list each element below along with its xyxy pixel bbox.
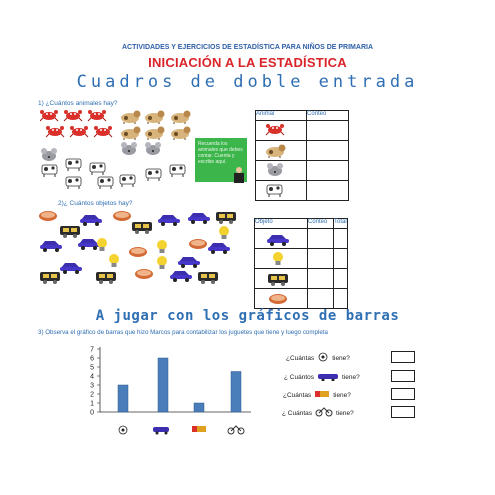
answer-box-4[interactable] (391, 406, 415, 418)
q2-total-train[interactable] (333, 268, 348, 289)
answer-box-2[interactable] (391, 370, 415, 382)
question-1: ¿Cuántas tiene? (286, 352, 350, 364)
q2-total-car[interactable] (333, 228, 348, 249)
question-pre: ¿ Cuántos (284, 373, 314, 381)
answer-box-3[interactable] (391, 388, 415, 400)
q2-header-conteo: Conteo (307, 218, 334, 229)
question-3: ¿Cuántas tiene? (283, 389, 351, 401)
q2-total-drum[interactable] (333, 288, 348, 309)
y-tick-label: 3 (90, 383, 94, 390)
question-pre: ¿Cuántas (283, 391, 312, 399)
objects-picture (39, 211, 236, 284)
bar-car (157, 357, 169, 413)
bike-icon (315, 407, 333, 419)
y-tick-label: 0 (90, 410, 94, 417)
q1-label: 1) ¿Cuántos animales hay? (38, 100, 118, 107)
car-icon (317, 371, 339, 383)
truck-icon (192, 426, 206, 432)
q2-count-bulb[interactable] (307, 248, 334, 269)
q1-header-conteo: Conteo (306, 110, 349, 121)
y-tick-label: 2 (90, 392, 94, 399)
page-title: INICIACIÓN A LA ESTADÍSTICA (148, 55, 347, 70)
page-subtitle: Cuadros de doble entrada (76, 72, 419, 92)
bike-icon (227, 425, 245, 435)
question-4: ¿ Cuántas tiene? (282, 407, 354, 419)
q2-count-car[interactable] (307, 228, 334, 249)
q2-count-train[interactable] (307, 268, 334, 289)
question-post: tiene? (332, 354, 350, 362)
question-pre: ¿ Cuántas (282, 409, 312, 417)
section-title: A jugar con los gráficos de barras (95, 308, 400, 324)
child-figure (234, 167, 244, 183)
y-tick-label: 1 (90, 401, 94, 408)
q1-count-cow[interactable] (306, 180, 349, 201)
q1-count-mouse[interactable] (306, 160, 349, 181)
question-pre: ¿Cuántas (286, 354, 315, 362)
y-tick-label: 5 (90, 365, 94, 372)
bar-truck (193, 402, 205, 413)
y-tick-label: 7 (90, 347, 94, 354)
q1-header-animal: Animal (255, 110, 307, 121)
question-2: ¿ Cuántos tiene? (284, 371, 360, 383)
bar-chart: 0 1 2 3 4 5 6 7 (90, 347, 251, 435)
question-post: tiene? (336, 409, 354, 417)
q2-header-total: Total (333, 218, 348, 229)
truck-icon (314, 389, 330, 401)
question-post: tiene? (342, 373, 360, 381)
q2-count-drum[interactable] (307, 288, 334, 309)
y-tick-label: 6 (90, 356, 94, 363)
bar-ball (117, 384, 129, 413)
car-icon (153, 427, 169, 435)
q2-table-icons (267, 235, 289, 304)
q2-table: Objeto Conteo Total (254, 218, 348, 309)
ball-icon (118, 425, 128, 435)
bar-bicycle (230, 371, 242, 413)
q2-total-bulb[interactable] (333, 248, 348, 269)
y-tick-label: 4 (90, 374, 94, 381)
q2-label: 2)¿ Cuántos objetos hay? (58, 200, 133, 207)
q2-header-objeto: Objeto (254, 218, 308, 229)
answer-box-1[interactable] (391, 351, 415, 363)
question-post: tiene? (333, 391, 351, 399)
q1-note: Recuerda los animales que debes contar. … (195, 138, 247, 182)
q1-count-crab[interactable] (306, 120, 349, 141)
header-top: ACTIVIDADES Y EJERCICIOS DE ESTADÍSTICA … (122, 44, 373, 51)
q1-table-icons (265, 123, 286, 198)
q1-count-dog[interactable] (306, 140, 349, 161)
q3-label: 3) Observa el gráfico de barras que hizo… (38, 329, 328, 336)
ball-icon (317, 352, 329, 364)
